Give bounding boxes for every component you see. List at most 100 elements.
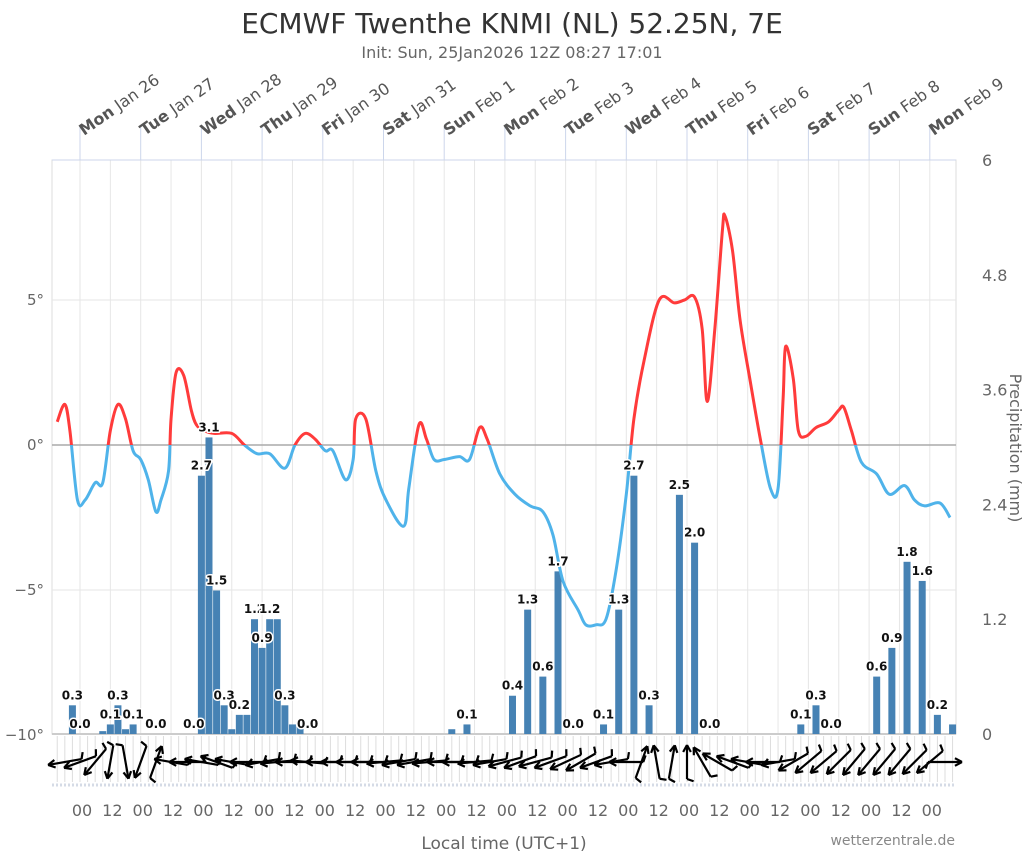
wind-arrow-head	[84, 767, 86, 775]
precipitation-bar	[646, 705, 653, 734]
hour-tick-label: 12	[284, 801, 304, 820]
wind-arrow-head	[858, 767, 860, 775]
precipitation-value-label: 0.1	[593, 707, 614, 721]
wind-barb	[924, 744, 927, 750]
wind-barb	[926, 762, 928, 769]
credit: wetterzentrale.de	[830, 833, 955, 849]
precipitation-value-label: 2.7	[191, 459, 212, 473]
precipitation-value-label: 1.7	[547, 554, 568, 568]
wind-barb	[628, 752, 629, 759]
precipitation-value-label: 0.4	[502, 679, 523, 693]
hour-tick-label: 00	[193, 801, 213, 820]
precipitation-value-label: 0.3	[805, 688, 826, 702]
chart-title: ECMWF Twenthe KNMI (NL) 52.25N, 7E	[241, 7, 783, 40]
precipitation-bar	[228, 729, 235, 734]
precipitation-value-label: 0.9	[881, 631, 902, 645]
precipitation-value-label: 0.1	[456, 707, 477, 721]
hour-tick-label: 12	[770, 801, 790, 820]
wind-barb	[279, 752, 280, 759]
wind-arrow-head	[162, 746, 163, 754]
day-date: Feb 7	[828, 79, 879, 122]
wind-barb	[711, 775, 718, 776]
precipitation-value-label: 2.5	[669, 478, 690, 492]
precipitation-tick-label: 1.2	[982, 610, 1007, 629]
precipitation-bar	[539, 677, 546, 734]
precipitation-value-label: 0.0	[563, 717, 584, 731]
hour-tick-label: 12	[345, 801, 365, 820]
precipitation-bar	[122, 729, 129, 734]
wind-arrow-head	[873, 767, 875, 775]
precipitation-value-label: 1.8	[896, 545, 917, 559]
wind-barb	[834, 745, 837, 752]
hour-tick-label: 12	[102, 801, 122, 820]
wind-barb	[491, 754, 493, 761]
wind-arrow	[761, 752, 796, 767]
wind-arrow	[683, 745, 693, 781]
hour-tick-label: 00	[557, 801, 577, 820]
chart-subtitle: Init: Sun, 25Jan2026 12Z 08:27 17:01	[361, 43, 662, 62]
hour-tick-label: 00	[497, 801, 517, 820]
wind-arrow	[150, 746, 163, 782]
wind-barb	[819, 745, 822, 752]
wind-barb	[116, 744, 123, 745]
precipitation-bar	[221, 705, 228, 734]
precipitation-value-label: 0.0	[183, 717, 204, 731]
wind-barb	[82, 752, 83, 759]
precipitation-bar	[274, 619, 281, 734]
wind-barb	[580, 748, 581, 755]
wind-barb	[594, 747, 595, 754]
precipitation-bar	[630, 476, 637, 734]
hour-tick-label: 12	[891, 801, 911, 820]
x-axis-title: Local time (UTC+1)	[421, 834, 586, 853]
precipitation-bar	[812, 705, 819, 734]
precipitation-value-label: 1.2	[259, 602, 280, 616]
wind-arrow	[669, 745, 677, 782]
precipitation-value-label: 1.3	[608, 593, 629, 607]
wind-barb	[400, 754, 402, 761]
wind-arrow	[636, 746, 649, 782]
temperature-line-below-zero	[57, 214, 950, 626]
wind-barb	[107, 742, 113, 745]
precipitation-tick-label: 0	[982, 725, 992, 744]
wind-barb	[636, 778, 641, 782]
precipitation-value-label: 0.1	[790, 707, 811, 721]
hour-tick-label: 00	[254, 801, 274, 820]
day-date: Feb 6	[762, 82, 813, 125]
wind-arrow	[134, 742, 147, 778]
wind-arrow-head	[201, 755, 209, 756]
wind-barb	[940, 745, 943, 752]
precipitation-bar	[130, 724, 137, 734]
precipitation-bar	[259, 648, 266, 734]
precipitation-value-label: 0.2	[229, 698, 250, 712]
precipitation-bar	[888, 648, 895, 734]
precipitation-bar	[448, 729, 455, 734]
precipitation-bar	[600, 724, 607, 734]
precipitation-value-label: 0.1	[100, 707, 121, 721]
precipitation-value-label: 0.3	[638, 688, 659, 702]
wind-arrow-head	[675, 745, 678, 753]
precipitation-axis-title: Precipitation (mm)	[1006, 374, 1024, 523]
precipitation-value-label: 0.6	[866, 660, 887, 674]
day-date: Feb 2	[532, 74, 583, 117]
precipitation-value-label: 3.1	[198, 420, 219, 434]
hour-tick-label: 12	[588, 801, 608, 820]
wind-barb	[687, 779, 694, 781]
precipitation-bar	[615, 610, 622, 734]
hour-tick-label: 12	[224, 801, 244, 820]
hour-tick-label: 00	[922, 801, 942, 820]
temperature-tick-label: 0°	[27, 436, 44, 454]
precipitation-bar	[555, 571, 562, 734]
hour-tick-label: 00	[740, 801, 760, 820]
precipitation-value-label: 0.1	[122, 707, 143, 721]
temperature-tick-label: −10°	[5, 726, 44, 744]
day-date: Feb 5	[710, 76, 761, 119]
hour-tick-label: 12	[527, 801, 547, 820]
precipitation-value-label: 0.3	[107, 688, 128, 702]
precipitation-bar	[236, 715, 243, 734]
temperature-line-above-zero	[57, 214, 950, 626]
precipitation-bar	[691, 543, 698, 734]
precipitation-value-label: 2.7	[623, 459, 644, 473]
precipitation-value-label: 0.2	[927, 698, 948, 712]
